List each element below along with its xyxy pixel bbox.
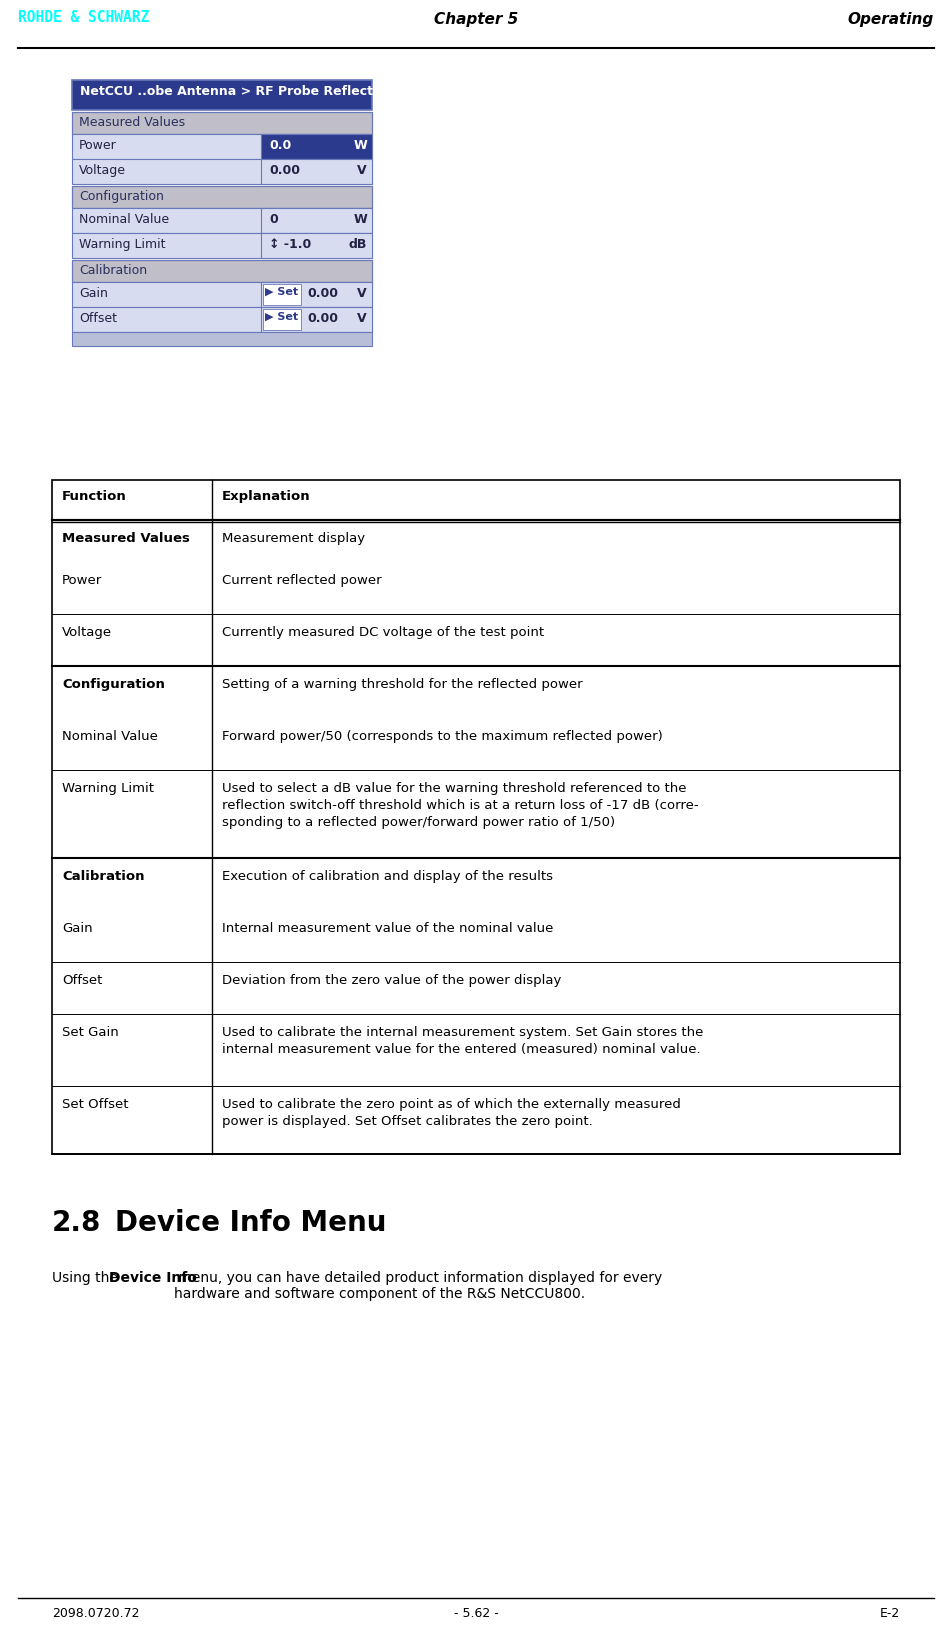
Text: 0.00: 0.00 [269,165,300,178]
Text: 0: 0 [269,213,278,226]
Text: 0.00: 0.00 [307,287,338,300]
Text: V: V [357,287,367,300]
Text: V: V [357,165,367,178]
Text: Offset: Offset [79,313,117,326]
Text: Configuration: Configuration [79,191,164,204]
Text: Measured Values: Measured Values [79,116,185,129]
Text: Calibration: Calibration [79,264,148,277]
FancyBboxPatch shape [261,233,372,257]
FancyBboxPatch shape [72,233,372,257]
Text: Device Info: Device Info [109,1271,197,1285]
Text: Measured Values: Measured Values [62,533,189,546]
Text: ROHDE & SCHWARZ: ROHDE & SCHWARZ [18,10,149,24]
Text: ▶ Set: ▶ Set [265,287,298,296]
Text: ↕ -1.0: ↕ -1.0 [269,238,311,251]
Text: Nominal Value: Nominal Value [79,213,169,226]
Text: Gain: Gain [79,287,108,300]
FancyBboxPatch shape [263,283,301,305]
FancyBboxPatch shape [72,282,372,306]
Text: Operating: Operating [847,11,934,28]
Text: W: W [353,213,367,226]
Text: Explanation: Explanation [222,490,310,503]
Text: V: V [357,313,367,326]
Text: Currently measured DC voltage of the test point: Currently measured DC voltage of the tes… [222,626,545,639]
Text: Measurement display: Measurement display [222,533,366,546]
FancyBboxPatch shape [263,310,301,331]
Text: Used to select a dB value for the warning threshold referenced to the
reflection: Used to select a dB value for the warnin… [222,782,699,829]
Text: Gain: Gain [62,922,92,935]
Text: Using the: Using the [52,1271,122,1285]
Text: 0.0: 0.0 [269,138,291,151]
Text: Set Offset: Set Offset [62,1098,129,1111]
Text: 2098.0720.72: 2098.0720.72 [52,1606,140,1619]
FancyBboxPatch shape [261,160,372,184]
Text: Offset: Offset [62,974,103,987]
Text: Current reflected power: Current reflected power [222,573,382,586]
Text: Internal measurement value of the nominal value: Internal measurement value of the nomina… [222,922,553,935]
FancyBboxPatch shape [72,112,372,134]
FancyBboxPatch shape [261,282,372,306]
Text: Nominal Value: Nominal Value [62,730,158,743]
Text: Warning Limit: Warning Limit [62,782,154,795]
Text: Power: Power [62,573,102,586]
Text: Forward power/50 (corresponds to the maximum reflected power): Forward power/50 (corresponds to the max… [222,730,663,743]
Text: Execution of calibration and display of the results: Execution of calibration and display of … [222,870,553,883]
Text: Function: Function [62,490,127,503]
Text: Setting of a warning threshold for the reflected power: Setting of a warning threshold for the r… [222,678,583,691]
Text: Deviation from the zero value of the power display: Deviation from the zero value of the pow… [222,974,562,987]
Text: Device Info Menu: Device Info Menu [115,1209,387,1236]
Text: Voltage: Voltage [79,165,126,178]
Text: Used to calibrate the zero point as of which the externally measured
power is di: Used to calibrate the zero point as of w… [222,1098,681,1127]
Text: ▶ Set: ▶ Set [265,313,298,323]
Text: 0.00: 0.00 [307,313,338,326]
Text: E-2: E-2 [880,1606,900,1619]
FancyBboxPatch shape [72,80,372,111]
FancyBboxPatch shape [72,186,372,209]
Text: dB: dB [348,238,367,251]
FancyBboxPatch shape [261,306,372,332]
Text: Voltage: Voltage [62,626,112,639]
Text: W: W [353,138,367,151]
Text: - 5.62 -: - 5.62 - [453,1606,499,1619]
FancyBboxPatch shape [72,332,372,345]
Text: 2.8: 2.8 [52,1209,101,1236]
FancyBboxPatch shape [72,261,372,282]
Text: Power: Power [79,138,117,151]
FancyBboxPatch shape [72,306,372,332]
FancyBboxPatch shape [72,209,372,233]
Text: Configuration: Configuration [62,678,165,691]
Text: menu, you can have detailed product information displayed for every
hardware and: menu, you can have detailed product info… [174,1271,663,1302]
FancyBboxPatch shape [261,209,372,233]
Text: Chapter 5: Chapter 5 [434,11,518,28]
FancyBboxPatch shape [261,134,372,160]
Text: Used to calibrate the internal measurement system. Set Gain stores the
internal : Used to calibrate the internal measureme… [222,1026,704,1056]
FancyBboxPatch shape [52,481,900,1153]
Text: NetCCU ..obe Antenna > RF Probe Reflected: NetCCU ..obe Antenna > RF Probe Reflecte… [80,85,390,98]
Text: Calibration: Calibration [62,870,145,883]
Text: Warning Limit: Warning Limit [79,238,166,251]
Text: Set Gain: Set Gain [62,1026,119,1039]
FancyBboxPatch shape [72,160,372,184]
FancyBboxPatch shape [72,134,372,160]
